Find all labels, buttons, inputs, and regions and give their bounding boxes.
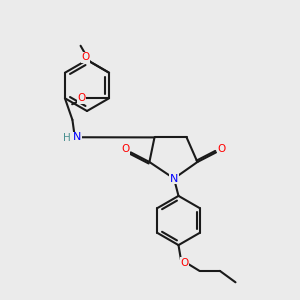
Text: O: O <box>180 257 189 268</box>
Text: O: O <box>217 144 226 154</box>
Text: N: N <box>73 132 81 142</box>
Text: H: H <box>62 133 70 143</box>
Text: O: O <box>82 52 90 62</box>
Text: O: O <box>121 144 130 154</box>
Text: O: O <box>77 93 85 103</box>
Text: N: N <box>170 173 178 184</box>
